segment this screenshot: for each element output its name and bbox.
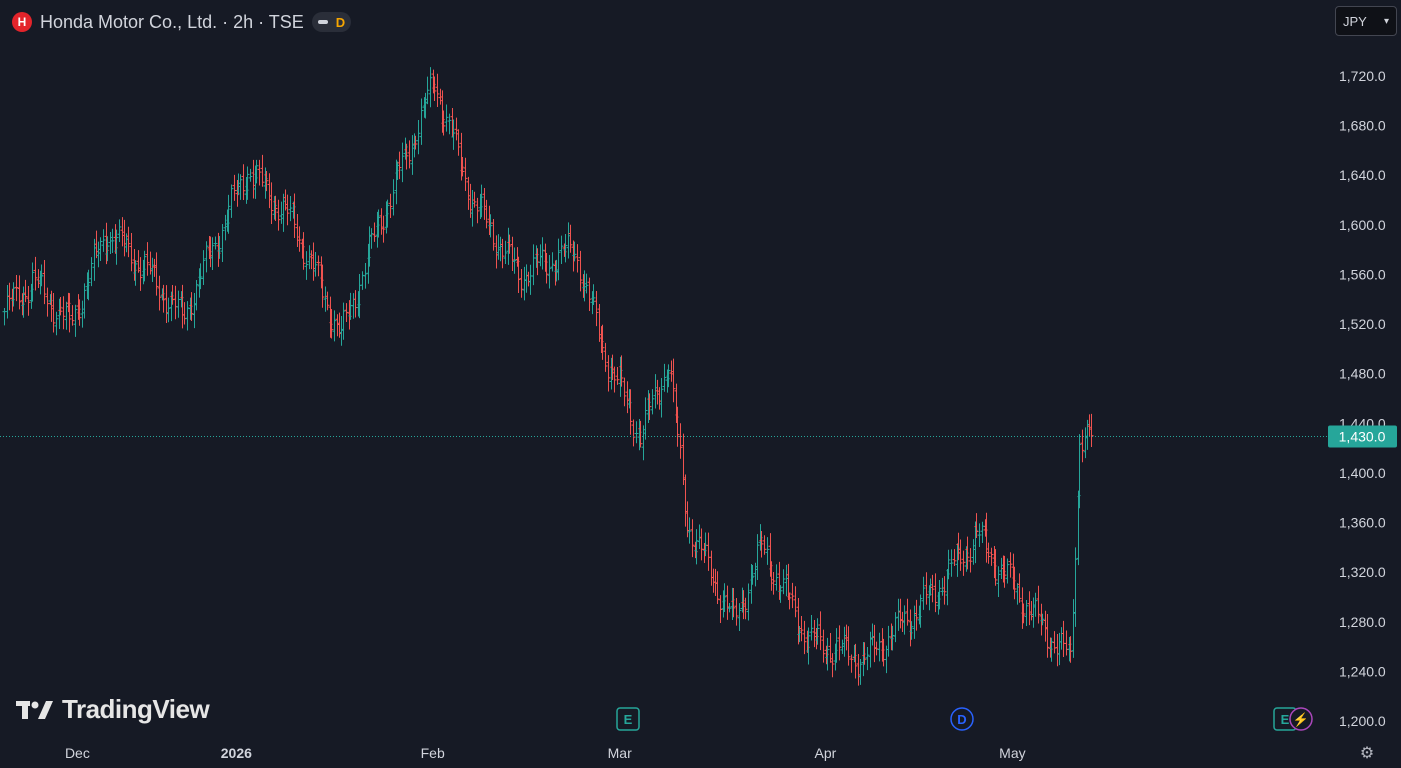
x-tick-label: Feb bbox=[421, 745, 445, 761]
currency-label: JPY bbox=[1343, 13, 1367, 29]
currency-select[interactable]: JPY ▾ bbox=[1335, 6, 1397, 36]
tradingview-watermark: TradingView bbox=[16, 694, 210, 725]
last-price-badge bbox=[1328, 425, 1397, 448]
y-tick-label: 1,200.0 bbox=[1339, 713, 1386, 729]
last-price-label: 1,430.0 bbox=[1339, 429, 1386, 445]
split-marker-icon bbox=[1289, 707, 1313, 731]
x-tick-label: Apr bbox=[815, 745, 837, 761]
symbol-title[interactable]: Honda Motor Co., Ltd. · 2h · TSE bbox=[40, 11, 304, 32]
minus-icon bbox=[317, 20, 328, 24]
earnings-marker-icon bbox=[616, 707, 640, 731]
split-marker-label: ⚡ bbox=[1293, 712, 1309, 728]
y-tick-label: 1,600.0 bbox=[1339, 217, 1386, 233]
chevron-down-icon: ▾ bbox=[1383, 15, 1389, 27]
y-tick-label: 1,720.0 bbox=[1339, 68, 1386, 84]
settings-gear-icon[interactable]: ⚙ bbox=[1359, 745, 1375, 762]
status-pill[interactable]: D bbox=[311, 12, 352, 32]
dividend-marker-icon bbox=[950, 707, 974, 731]
earnings-marker-label: E bbox=[1281, 712, 1290, 727]
x-tick-label: 2026 bbox=[221, 745, 252, 761]
y-tick-label: 1,520.0 bbox=[1339, 316, 1386, 332]
y-tick-label: 1,640.0 bbox=[1339, 167, 1386, 183]
y-tick-label: 1,240.0 bbox=[1339, 663, 1386, 679]
y-tick-label: 1,280.0 bbox=[1339, 614, 1386, 630]
delayed-badge: D bbox=[335, 14, 346, 30]
x-tick-label: May bbox=[999, 745, 1025, 761]
tradingview-logo-icon bbox=[16, 700, 53, 719]
y-tick-label: 1,360.0 bbox=[1339, 515, 1386, 531]
chart-header: H Honda Motor Co., Ltd. · 2h · TSE D bbox=[12, 8, 352, 36]
honda-logo-icon: H bbox=[12, 12, 32, 32]
y-tick-label: 1,680.0 bbox=[1339, 118, 1386, 134]
y-tick-label: 1,400.0 bbox=[1339, 465, 1386, 481]
tradingview-wordmark: TradingView bbox=[62, 694, 210, 724]
x-tick-label: Mar bbox=[608, 745, 632, 761]
y-tick-label: 1,320.0 bbox=[1339, 564, 1386, 580]
y-tick-label: 1,560.0 bbox=[1339, 266, 1386, 282]
dividend-marker-label: D bbox=[957, 712, 966, 727]
y-tick-label: 1,480.0 bbox=[1339, 366, 1386, 382]
earnings-marker-label: E bbox=[624, 712, 633, 727]
x-tick-label: Dec bbox=[65, 745, 90, 761]
